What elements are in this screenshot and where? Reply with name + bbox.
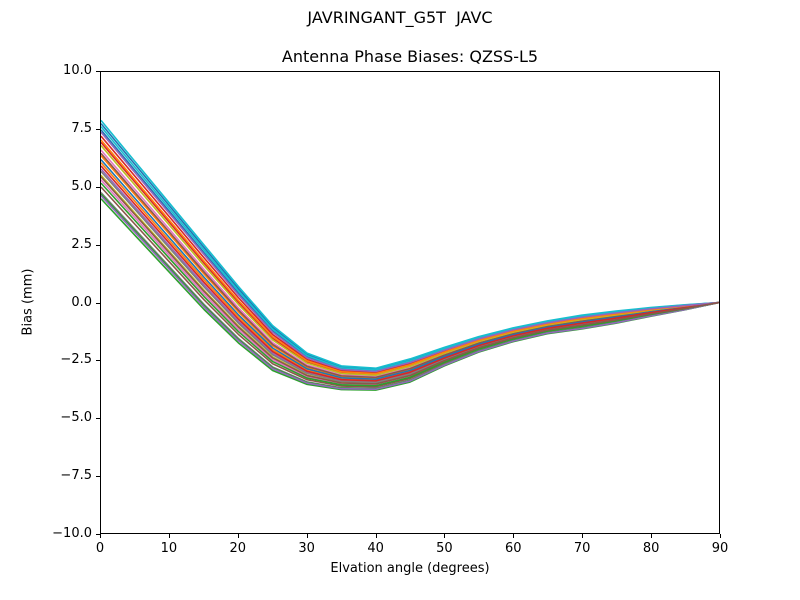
bias-curve — [101, 126, 719, 371]
x-tick-mark — [720, 534, 721, 538]
x-tick-label: 80 — [642, 541, 660, 556]
x-tick-label: 10 — [160, 541, 178, 556]
bias-curve — [101, 131, 719, 373]
x-tick-mark — [444, 534, 446, 538]
plot-area — [100, 71, 720, 534]
y-tick-mark — [96, 186, 100, 188]
y-tick-mark — [96, 360, 100, 362]
y-tick-label: 5.0 — [71, 178, 92, 194]
y-tick-mark — [96, 476, 100, 478]
bias-curve — [101, 170, 719, 384]
y-tick-mark — [96, 302, 100, 304]
y-tick-label: −2.5 — [60, 352, 92, 368]
y-tick-label: −7.5 — [60, 468, 92, 484]
x-tick-mark — [582, 534, 584, 538]
x-tick-mark — [100, 534, 101, 538]
y-tick-mark — [96, 534, 100, 535]
y-tick-mark — [96, 244, 100, 246]
bias-curve — [101, 179, 719, 386]
x-tick-label: 20 — [229, 541, 247, 556]
x-tick-label: 30 — [298, 541, 315, 556]
axes-title: Antenna Phase Biases: QZSS-L5 — [281, 47, 539, 66]
bias-curve — [101, 144, 719, 376]
y-tick-mark — [96, 71, 100, 72]
y-tick-label: −10.0 — [52, 526, 92, 541]
x-tick-label: 90 — [711, 541, 729, 556]
y-tick-label: −5.0 — [60, 410, 92, 426]
x-tick-mark — [237, 534, 239, 538]
bias-curve — [101, 119, 719, 370]
x-tick-label: 50 — [436, 541, 453, 556]
bias-curve — [101, 139, 719, 375]
y-tick-label: 7.5 — [71, 120, 92, 136]
bias-curve — [101, 152, 719, 379]
x-tick-label: 60 — [505, 541, 522, 556]
phase-bias-curves — [101, 119, 719, 391]
x-tick-mark — [375, 534, 377, 538]
x-tick-label: 40 — [367, 541, 384, 556]
bias-curve — [101, 159, 719, 380]
x-tick-mark — [168, 534, 170, 538]
x-tick-mark — [651, 534, 653, 538]
y-tick-label: 2.5 — [71, 236, 92, 252]
y-tick-mark — [96, 418, 100, 420]
bias-curve — [101, 195, 719, 391]
bias-curve — [101, 182, 719, 387]
bias-curve — [101, 186, 719, 388]
x-tick-mark — [513, 534, 515, 538]
y-tick-mark — [96, 128, 100, 130]
bias-curve — [101, 165, 719, 382]
x-tick-mark — [306, 534, 308, 538]
y-tick-label: 10.0 — [63, 63, 92, 78]
y-tick-label: 0.0 — [71, 294, 92, 310]
x-tick-label: 70 — [573, 541, 591, 556]
bias-curve — [101, 176, 719, 385]
figure-suptitle: JAVRINGANT_G5T JAVC — [307, 8, 493, 27]
x-axis-label: Elvation angle (degrees) — [330, 561, 490, 576]
x-tick-label: 0 — [95, 541, 105, 556]
